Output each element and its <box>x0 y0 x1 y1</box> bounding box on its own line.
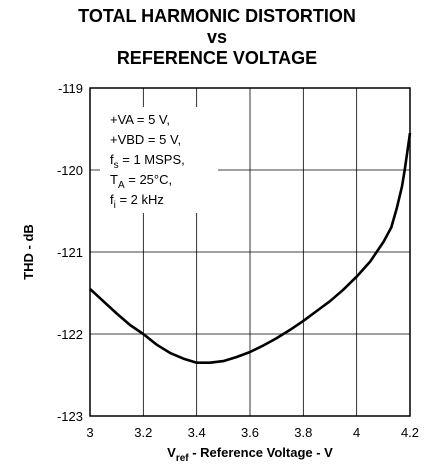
annotation-line: +VA = 5 V, <box>110 112 170 127</box>
annotation-tail: = 25°C, <box>125 172 172 187</box>
x-tick-label: 4.2 <box>401 425 419 440</box>
annotation-line: TA = 25°C, <box>110 172 172 191</box>
annotation-main: +VA = 5 V, <box>110 112 170 127</box>
annotation-line: fi = 2 kHz <box>110 192 164 211</box>
annotation-main: T <box>110 172 118 187</box>
x-tick-label: 3.4 <box>188 425 206 440</box>
annotation-line: +VBD = 5 V, <box>110 132 181 147</box>
annotation-main: f <box>110 192 114 207</box>
chart-title-line-2: vs <box>206 27 228 47</box>
x-axis-label: Vref - Reference Voltage - V <box>167 445 333 464</box>
annotation-background <box>100 107 218 213</box>
y-axis-label: THD - dB <box>21 224 36 280</box>
annotation-tail: = 1 MSPS, <box>119 152 185 167</box>
x-tick-label: 3 <box>86 425 93 440</box>
y-tick-label: -122 <box>57 327 83 342</box>
y-tick-label: -123 <box>57 409 83 424</box>
plot-frame <box>89 87 411 417</box>
x-tick-label: 3.2 <box>134 425 152 440</box>
x-tick-label: 3.8 <box>294 425 312 440</box>
chart-title-line-3: REFERENCE VOLTAGE <box>116 48 318 68</box>
annotation-text: +VA = 5 V,+VBD = 5 V,fs = 1 MSPS,TA = 25… <box>110 112 185 211</box>
series-layer <box>89 132 412 365</box>
annotation-line: fs = 1 MSPS, <box>110 152 185 171</box>
x-axis-label-main: V <box>167 445 176 460</box>
chart-title-line-1: TOTAL HARMONIC DISTORTION <box>78 6 356 26</box>
annotation-box <box>100 107 218 213</box>
x-tick-label: 4 <box>353 425 360 440</box>
annotation-tail: = 2 kHz <box>116 192 164 207</box>
x-tick-label: 3.6 <box>241 425 259 440</box>
x-tick-labels: 3 3.2 3.4 3.6 3.8 4 4.2 <box>86 425 419 440</box>
y-tick-label: -120 <box>57 163 83 178</box>
x-axis-label-subscript: ref <box>176 453 189 464</box>
annotation-subscript: A <box>118 180 125 191</box>
annotation-subscript: i <box>114 200 116 211</box>
y-tick-labels: -119 -120 -121 -122 -123 <box>57 81 83 424</box>
thd-series-line <box>89 132 412 365</box>
y-tick-label: -121 <box>57 245 83 260</box>
annotation-subscript: s <box>114 160 119 171</box>
x-axis-label-rest: - Reference Voltage - V <box>189 445 334 460</box>
y-tick-label: -119 <box>58 81 83 96</box>
annotation-main: +VBD = 5 V, <box>110 132 181 147</box>
annotation-main: f <box>110 152 114 167</box>
